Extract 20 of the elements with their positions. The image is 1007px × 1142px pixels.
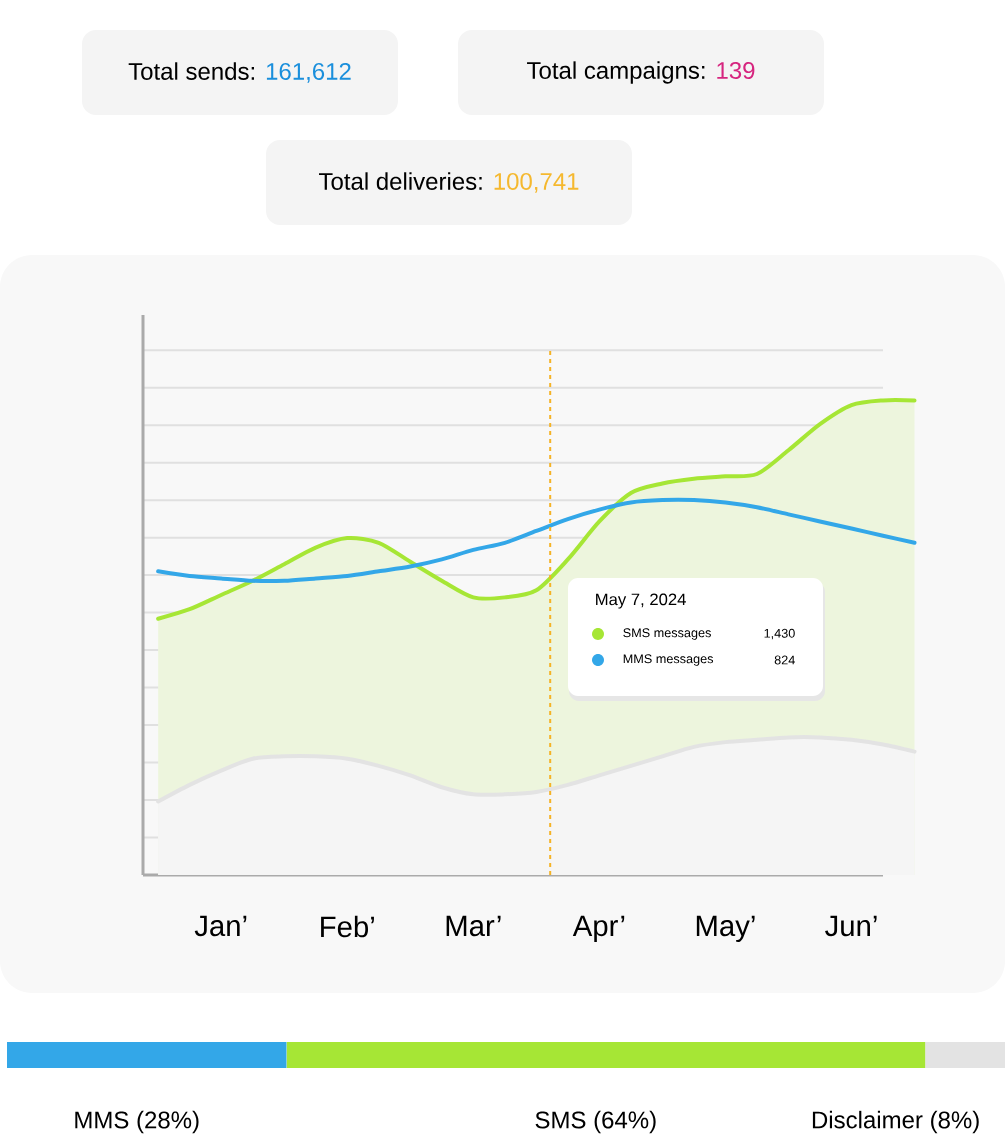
text: 161,612 (266, 62, 351, 83)
x-tick-label: Feb’ (321, 915, 374, 938)
x-tick-label: Jun’ (825, 915, 877, 937)
text: 100,741 (494, 172, 579, 193)
text: Total deliveries: (319, 172, 482, 190)
x-tick-label: Mar’ (446, 915, 501, 937)
legend-label: SMS messages (623, 628, 711, 640)
text: Total sends: (128, 62, 254, 80)
x-tick-label: Jan’ (194, 915, 247, 937)
x-tick-label: Apr’ (572, 915, 625, 942)
series-label: MMS (28%) (75, 1110, 199, 1134)
text: Total campaigns: (527, 61, 705, 84)
legend-label: MMS messages (623, 654, 714, 666)
annotation: 1,430 (764, 628, 795, 640)
x-tick-label: May’ (696, 915, 755, 942)
annotation: 824 (774, 655, 795, 665)
text: 139 (717, 61, 755, 79)
series-label: SMS (64%) (535, 1110, 656, 1134)
series-label: Disclaimer (8%) (812, 1110, 979, 1134)
legend-title: May 7, 2024 (596, 593, 686, 609)
